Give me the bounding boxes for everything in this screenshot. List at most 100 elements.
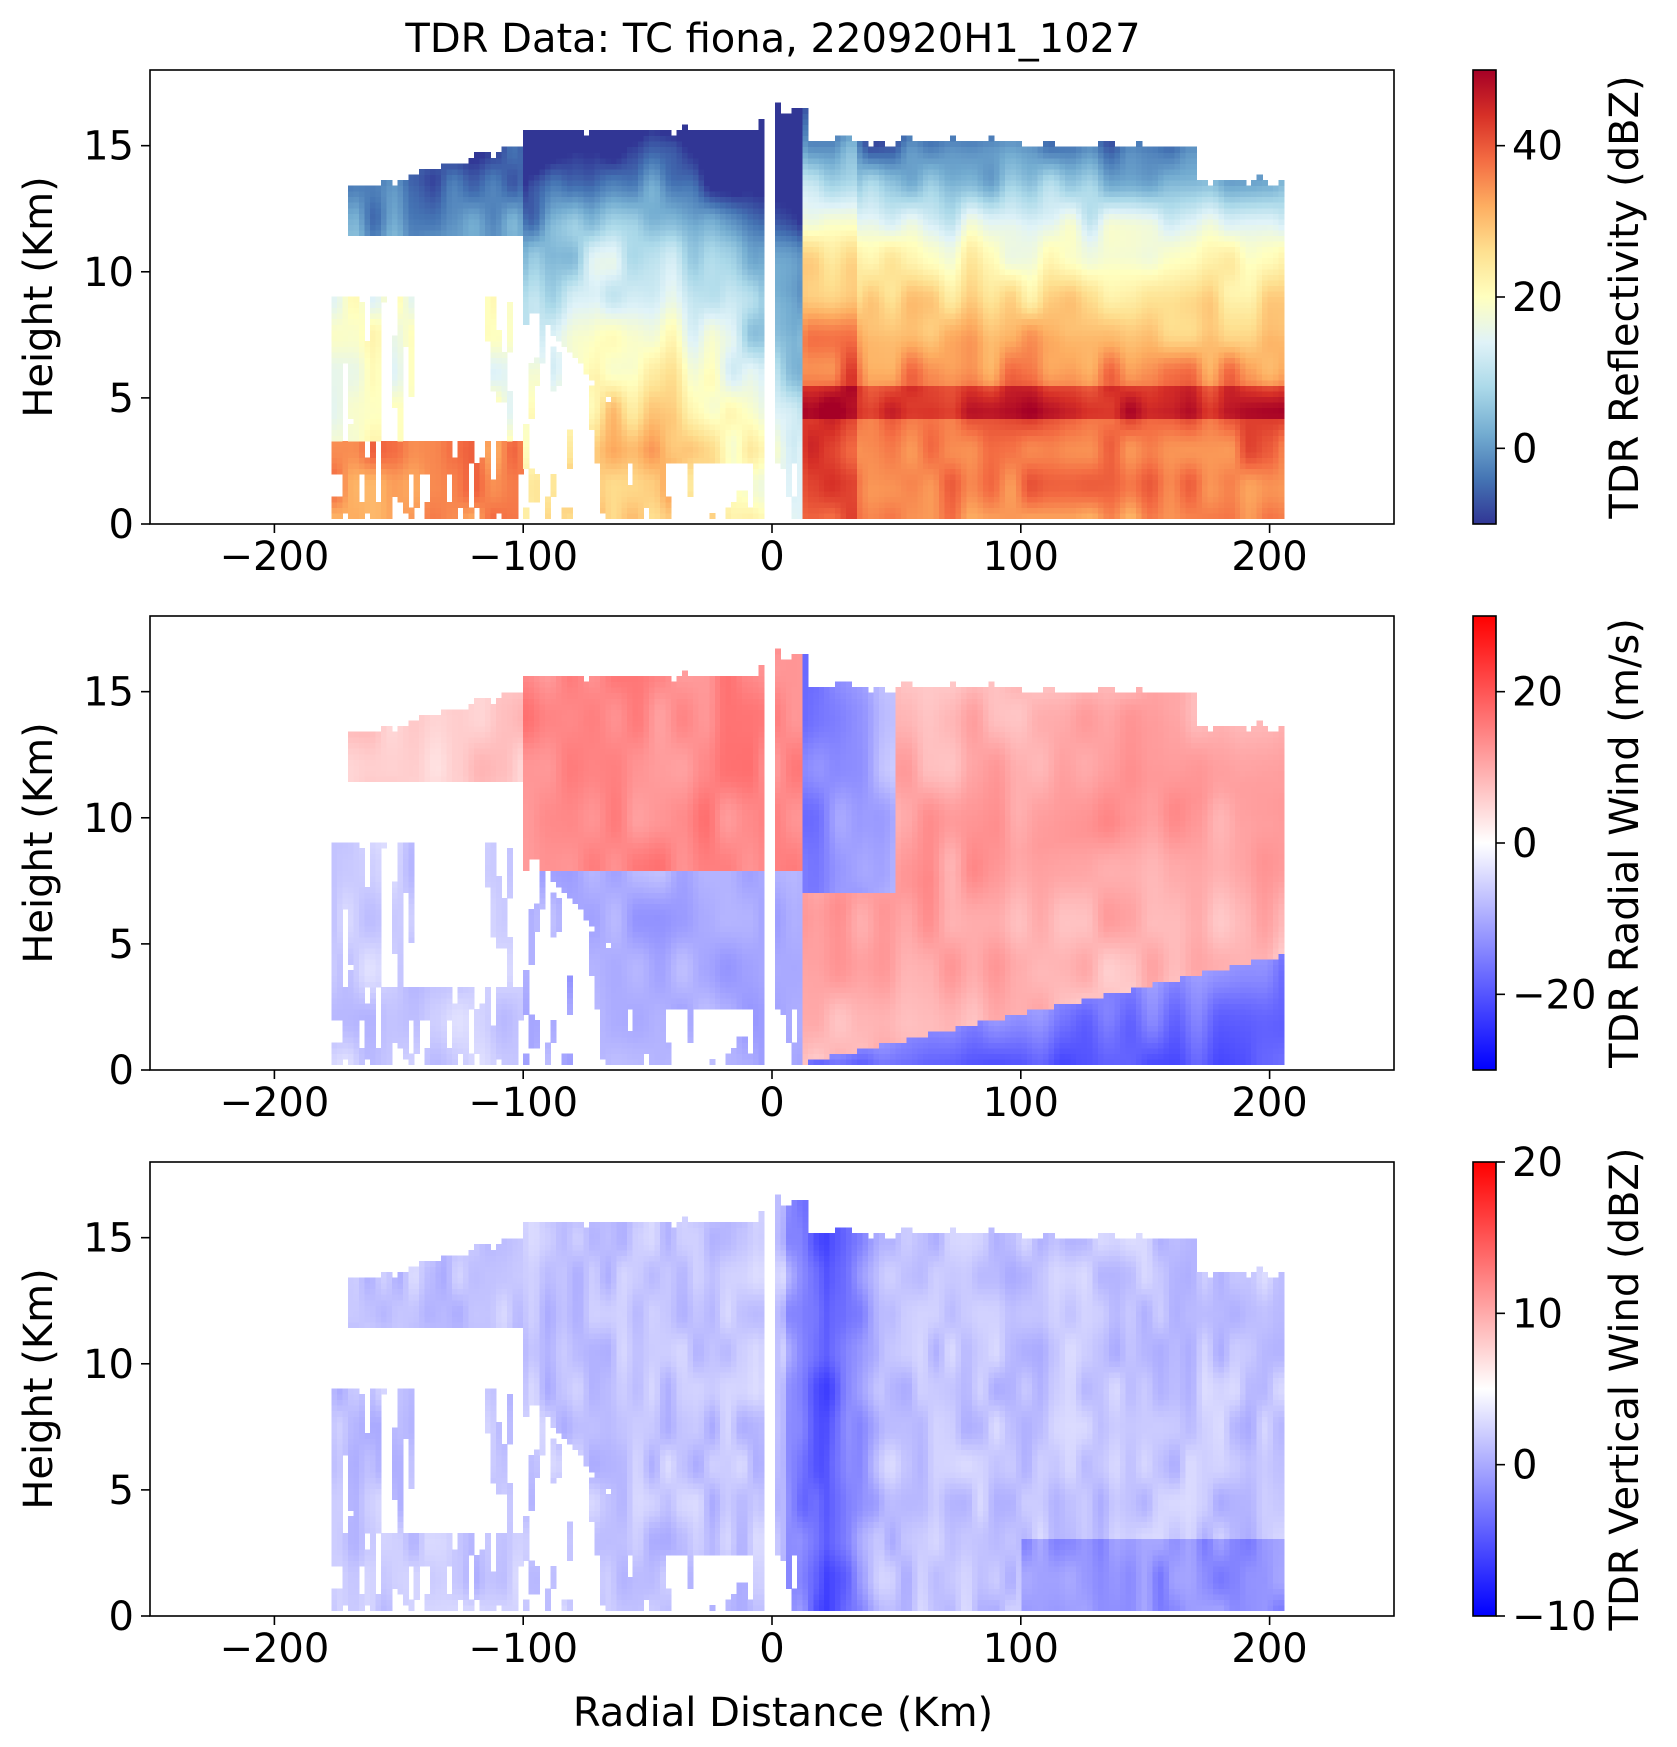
heatmap-cell: [682, 274, 688, 280]
heatmap-cell: [863, 324, 869, 330]
heatmap-cell: [742, 241, 748, 247]
heatmap-cell: [731, 408, 737, 414]
heatmap-cell: [775, 247, 781, 253]
heatmap-cell: [419, 463, 425, 469]
heatmap-cell: [534, 180, 540, 186]
heatmap-cell: [551, 313, 557, 319]
heatmap-cell: [512, 202, 518, 208]
heatmap-cell: [343, 491, 349, 497]
heatmap-cell: [605, 141, 611, 147]
heatmap-cell: [589, 130, 595, 136]
heatmap-cell: [616, 452, 622, 458]
heatmap-cell: [365, 430, 371, 436]
heatmap-cell: [715, 308, 721, 314]
heatmap-cell: [567, 197, 573, 203]
heatmap-cell: [841, 474, 847, 480]
heatmap-cell: [605, 191, 611, 197]
heatmap-cell: [819, 330, 825, 336]
heatmap-cell: [742, 513, 748, 519]
heatmap-cell: [857, 435, 863, 441]
heatmap-cell: [365, 402, 371, 408]
heatmap-cell: [660, 358, 666, 364]
heatmap-cell: [781, 147, 787, 153]
heatmap-cell: [819, 463, 825, 469]
heatmap-cell: [408, 358, 414, 364]
heatmap-cell: [354, 457, 360, 463]
heatmap-cell: [649, 369, 655, 375]
heatmap-cell: [458, 230, 464, 236]
heatmap-cell: [616, 280, 622, 286]
heatmap-cell: [737, 158, 743, 164]
heatmap-cell: [748, 430, 754, 436]
heatmap-cell: [611, 163, 617, 169]
heatmap-cell: [753, 313, 759, 319]
heatmap-cell: [726, 302, 732, 308]
heatmap-cell: [775, 291, 781, 297]
heatmap-cell: [507, 441, 513, 447]
heatmap-cell: [726, 396, 732, 402]
heatmap-cell: [852, 230, 858, 236]
heatmap-cell: [441, 507, 447, 513]
heatmap-cell: [414, 496, 420, 502]
heatmap-cell: [841, 452, 847, 458]
heatmap-cell: [852, 174, 858, 180]
heatmap-cell: [824, 197, 830, 203]
heatmap-cell: [759, 335, 765, 341]
heatmap-cell: [704, 413, 710, 419]
heatmap-cell: [551, 180, 557, 186]
heatmap-cell: [605, 324, 611, 330]
heatmap-cell: [698, 413, 704, 419]
heatmap-cell: [507, 174, 513, 180]
heatmap-cell: [841, 241, 847, 247]
heatmap-cell: [824, 369, 830, 375]
heatmap-cell: [671, 230, 677, 236]
heatmap-cell: [354, 197, 360, 203]
heatmap-cell: [545, 236, 551, 242]
heatmap-cell: [846, 280, 852, 286]
heatmap-cell: [458, 502, 464, 508]
heatmap-cell: [469, 158, 475, 164]
heatmap-cell: [638, 513, 644, 519]
heatmap-cell: [600, 474, 606, 480]
heatmap-cell: [600, 363, 606, 369]
heatmap-cell: [666, 374, 672, 380]
heatmap-cell: [512, 180, 518, 186]
heatmap-cell: [715, 158, 721, 164]
heatmap-cell: [567, 258, 573, 264]
heatmap-cell: [857, 263, 863, 269]
heatmap-cell: [501, 169, 507, 175]
heatmap-cell: [737, 302, 743, 308]
heatmap-cell: [594, 130, 600, 136]
heatmap-cell: [666, 297, 672, 303]
heatmap-cell: [627, 136, 633, 142]
heatmap-cell: [529, 236, 535, 242]
heatmap-cell: [868, 258, 874, 264]
heatmap-cell: [332, 358, 338, 364]
heatmap-cell: [616, 169, 622, 175]
heatmap-cell: [507, 485, 513, 491]
heatmap-cell: [748, 269, 754, 275]
heatmap-cell: [709, 186, 715, 192]
heatmap-cell: [742, 285, 748, 291]
heatmap-cell: [863, 302, 869, 308]
heatmap-cell: [556, 258, 562, 264]
heatmap-cell: [534, 369, 540, 375]
heatmap-cell: [644, 302, 650, 308]
heatmap-cell: [797, 319, 803, 325]
heatmap-cell: [562, 180, 568, 186]
heatmap-cell: [430, 197, 436, 203]
heatmap-cell: [846, 274, 852, 280]
heatmap-cell: [622, 141, 628, 147]
heatmap-cell: [841, 136, 847, 142]
heatmap-cell: [479, 480, 485, 486]
heatmap-cell: [375, 297, 381, 303]
heatmap-cell: [562, 313, 568, 319]
heatmap-cell: [687, 424, 693, 430]
heatmap-cell: [649, 380, 655, 386]
heatmap-cell: [666, 230, 672, 236]
heatmap-cell: [611, 385, 617, 391]
heatmap-cell: [354, 391, 360, 397]
heatmap-cell: [682, 180, 688, 186]
heatmap-cell: [753, 247, 759, 253]
heatmap-cell: [638, 396, 644, 402]
